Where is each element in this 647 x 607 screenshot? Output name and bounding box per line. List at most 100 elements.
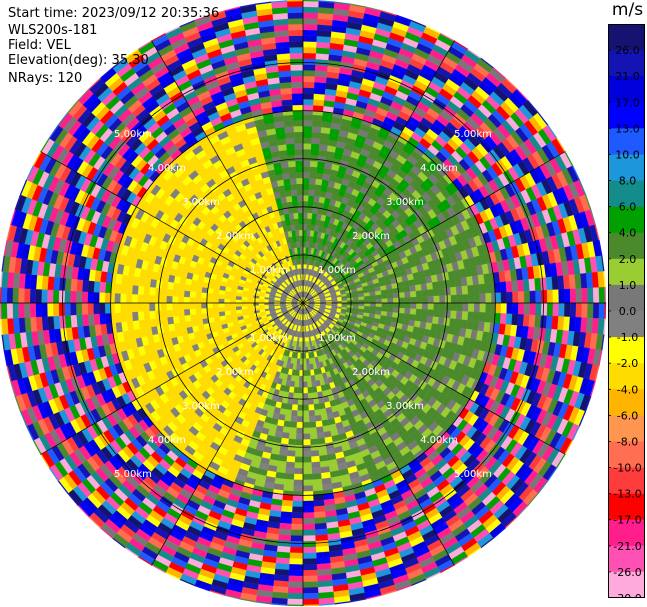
velocity-gate	[311, 380, 317, 388]
velocity-gate	[445, 302, 452, 311]
velocity-gate	[347, 300, 354, 304]
velocity-gate	[444, 310, 452, 319]
velocity-gate	[310, 149, 320, 156]
velocity-gate	[148, 294, 156, 304]
velocity-gate	[114, 302, 121, 314]
velocity-gate	[207, 312, 214, 319]
velocity-gate	[485, 292, 492, 304]
velocity-gate	[569, 288, 577, 304]
velocity-gate	[161, 280, 169, 289]
velocity-gate	[302, 6, 319, 14]
velocity-gate	[287, 160, 297, 168]
velocity-gate	[506, 302, 513, 315]
velocity-gate	[310, 143, 320, 151]
velocity-gate	[468, 293, 475, 304]
velocity-gate	[285, 137, 295, 145]
velocity-gate	[302, 439, 311, 446]
velocity-gate	[302, 137, 312, 144]
velocity-gate	[297, 393, 304, 400]
velocity-gate	[283, 120, 294, 128]
velocity-gate	[310, 375, 316, 382]
velocity-gate	[302, 347, 306, 354]
velocity-gate	[166, 302, 173, 311]
velocity-gate	[491, 292, 496, 304]
velocity-gate	[302, 160, 311, 167]
velocity-gate	[310, 450, 320, 457]
velocity-gate	[392, 292, 400, 299]
velocity-gate	[299, 247, 304, 254]
velocity-gate	[302, 375, 308, 383]
velocity-gate	[491, 302, 496, 314]
velocity-gate	[381, 306, 388, 313]
velocity-gate	[598, 302, 606, 319]
velocity-gate	[302, 131, 313, 138]
velocity-gate	[546, 302, 554, 317]
velocity-gate	[212, 307, 219, 313]
velocity-gate	[317, 155, 327, 163]
velocity-gate	[285, 409, 292, 417]
velocity-gate	[302, 183, 310, 190]
velocity-gate	[294, 450, 304, 458]
velocity-gate	[313, 93, 326, 101]
velocity-gate	[404, 291, 411, 298]
velocity-gate	[604, 286, 607, 304]
velocity-gate	[479, 293, 486, 304]
velocity-gate	[315, 64, 329, 72]
velocity-gate	[494, 302, 502, 314]
velocity-gate	[541, 302, 548, 316]
velocity-gate	[420, 315, 428, 323]
velocity-gate	[313, 99, 325, 107]
velocity-gate	[172, 315, 180, 324]
velocity-gate	[297, 200, 304, 208]
velocity-gate	[143, 286, 151, 296]
velocity-gate	[166, 295, 173, 304]
velocity-gate	[478, 312, 486, 323]
velocity-gate	[375, 302, 383, 308]
velocity-gates	[0, 0, 607, 607]
velocity-gate	[311, 137, 321, 145]
velocity-gate	[312, 120, 323, 128]
velocity-gate	[307, 387, 313, 394]
velocity-gate	[315, 58, 329, 66]
velocity-gate	[310, 455, 320, 463]
velocity-gate	[575, 288, 583, 304]
velocity-gate	[456, 302, 463, 312]
velocity-gate	[247, 305, 254, 309]
velocity-gate	[309, 166, 318, 174]
velocity-gate	[189, 314, 197, 321]
velocity-gate	[229, 299, 236, 304]
velocity-gate	[437, 317, 445, 326]
velocity-gate	[282, 172, 291, 180]
velocity-gate	[223, 298, 231, 304]
velocity-gate	[416, 302, 423, 310]
velocity-gate	[438, 309, 446, 319]
velocity-gate	[310, 154, 319, 162]
velocity-gate	[241, 305, 248, 310]
velocity-gate	[316, 166, 325, 174]
velocity-gate	[302, 75, 316, 83]
velocity-gate	[302, 450, 312, 458]
velocity-gate	[296, 189, 304, 196]
velocity-gate	[314, 409, 321, 417]
velocity-gate	[307, 212, 313, 219]
velocity-gate	[443, 317, 451, 327]
velocity-gate	[299, 364, 304, 371]
velocity-gate	[295, 166, 304, 173]
velocity-gate	[564, 288, 571, 304]
velocity-gate	[512, 291, 519, 304]
velocity-gate	[166, 288, 174, 297]
velocity-gate	[306, 364, 311, 371]
velocity-gate	[284, 467, 295, 475]
velocity-gate	[295, 433, 304, 440]
velocity-gate	[427, 289, 434, 297]
velocity-gate	[403, 313, 411, 321]
velocity-gate	[467, 311, 475, 322]
velocity-gate	[297, 404, 304, 411]
sector-1	[316, 206, 496, 483]
velocity-gate	[299, 241, 304, 248]
velocity-gate	[375, 294, 382, 300]
velocity-gate	[289, 421, 297, 429]
velocity-gate	[307, 206, 314, 214]
velocity-gate	[218, 298, 225, 304]
velocity-gate	[302, 212, 308, 219]
